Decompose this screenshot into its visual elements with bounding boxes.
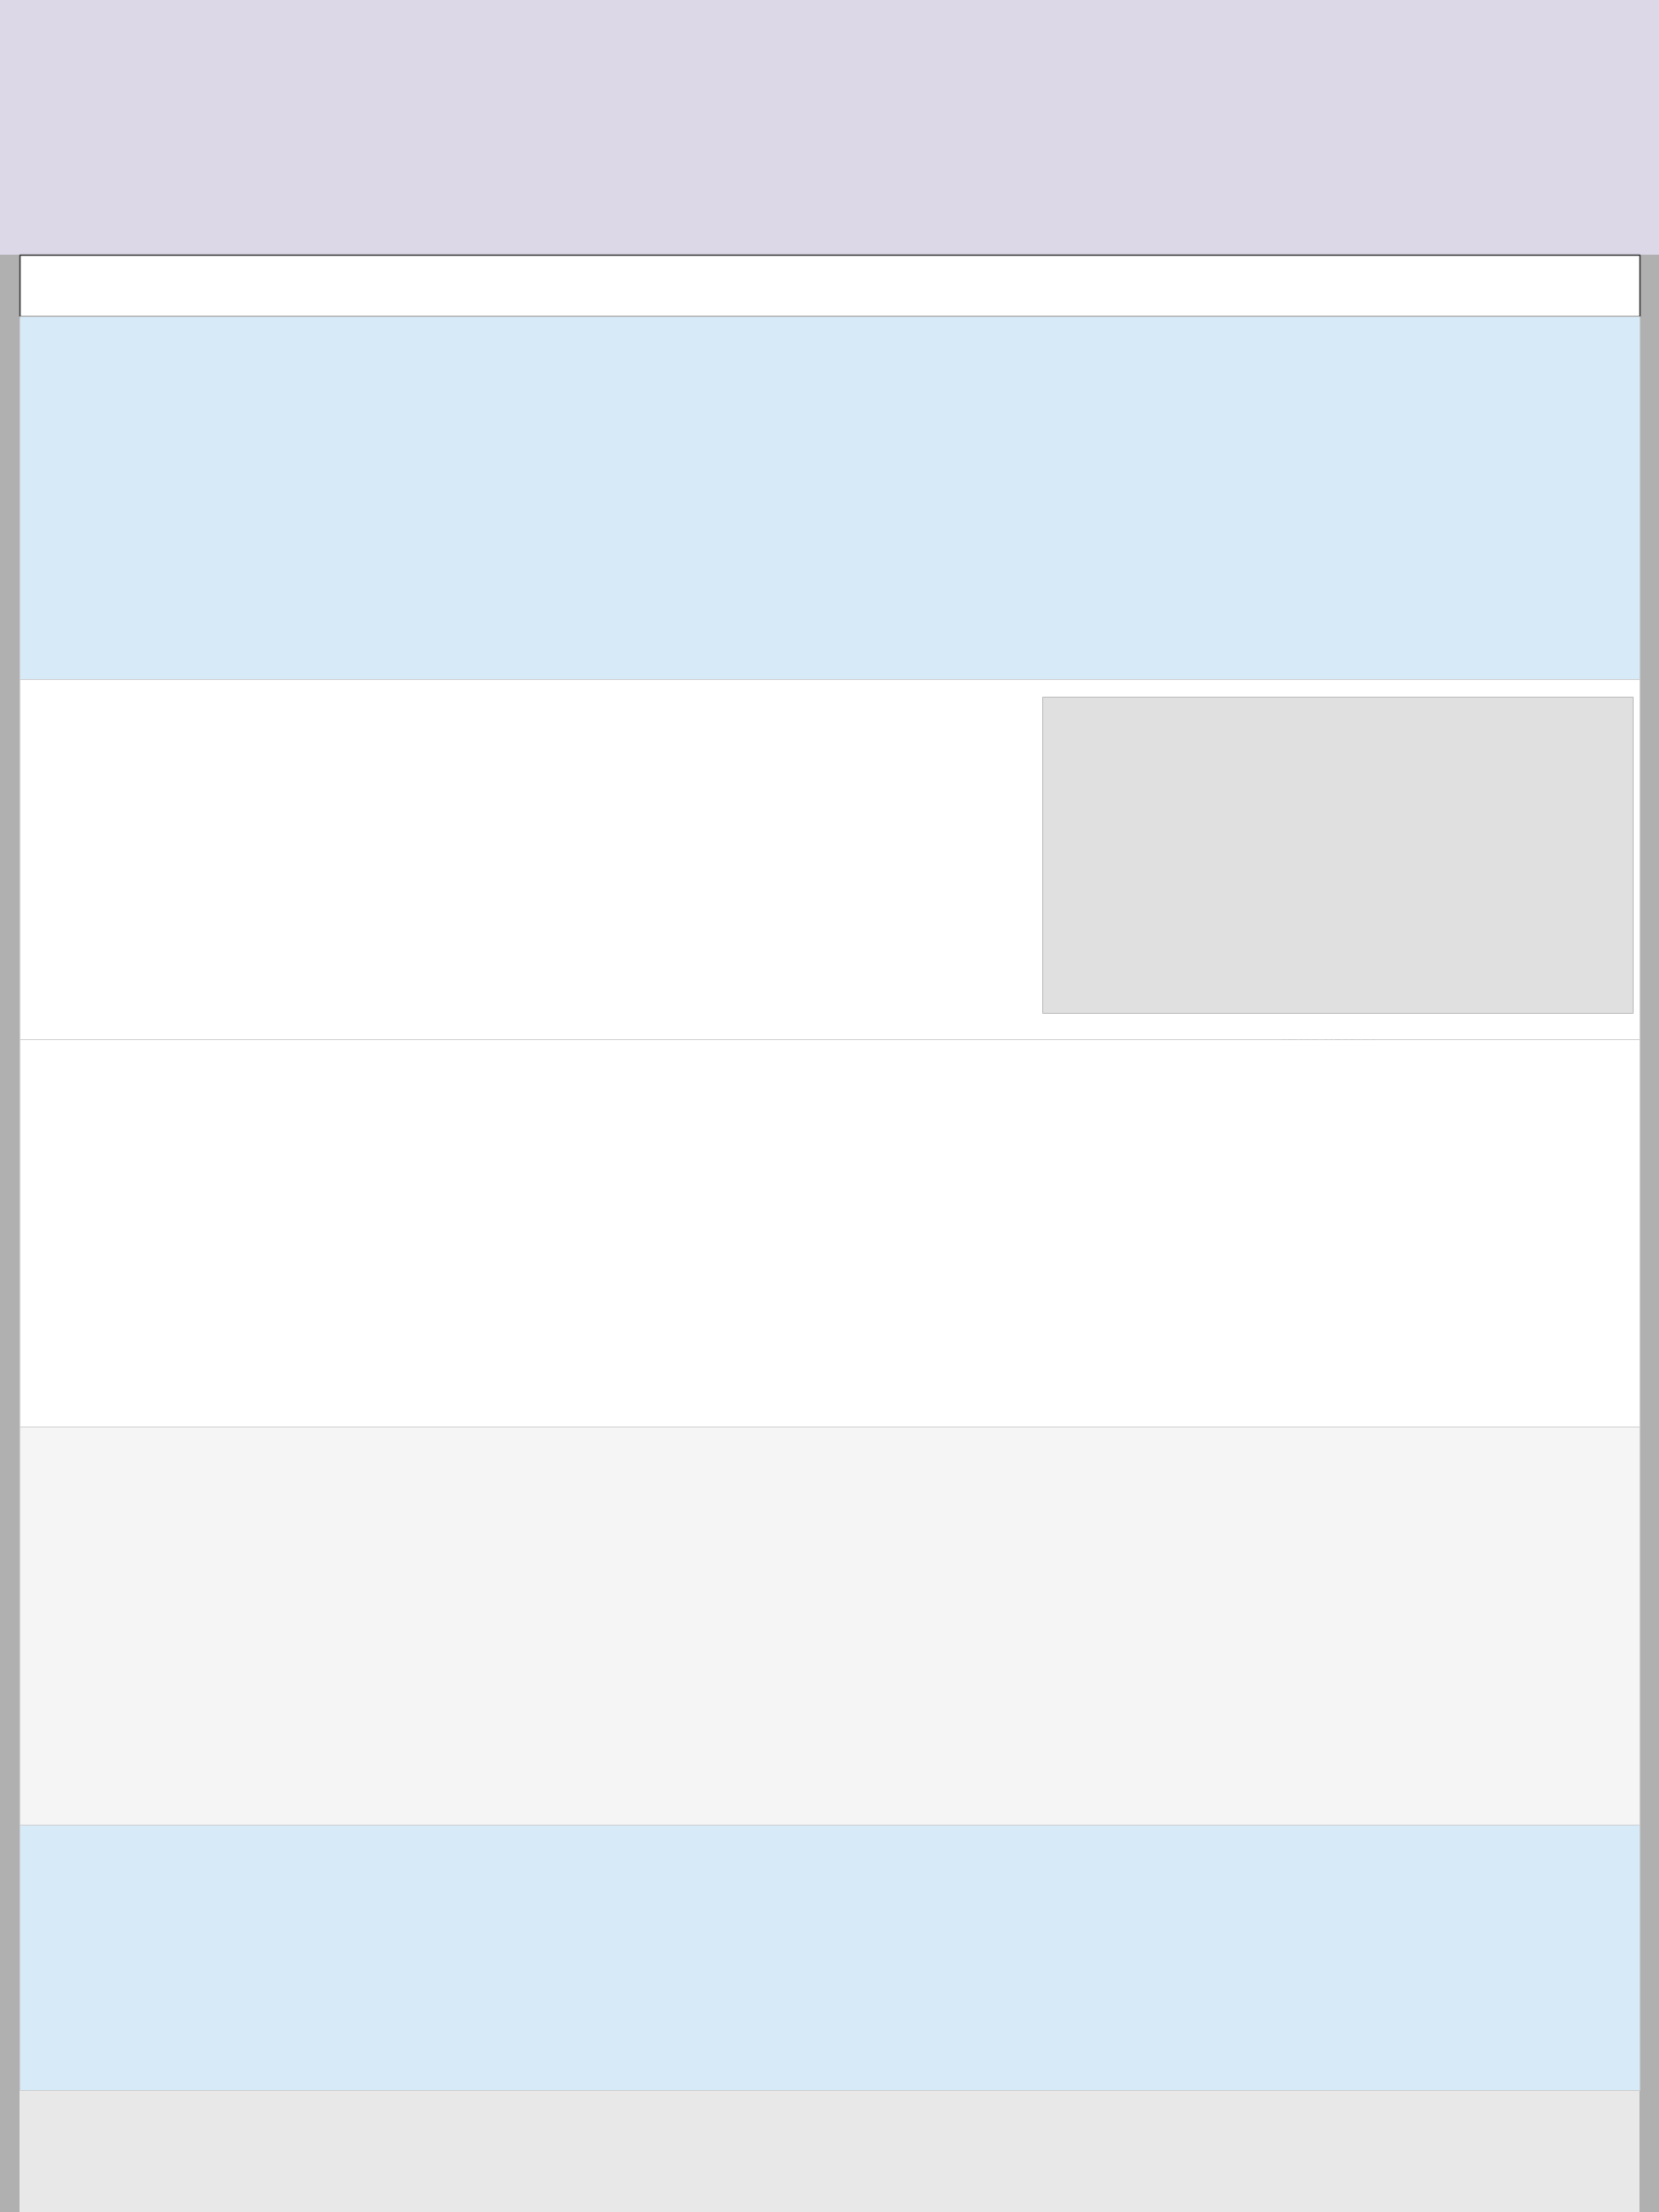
Text: Notre   étude est  rétrospective  allant  de  décembre  2019  à  janvier  2020  : Notre étude est rétrospective allant de … [36, 728, 607, 741]
Text: Introduction :: Introduction : [761, 325, 898, 343]
Wedge shape [496, 1489, 622, 1688]
Bar [164, 1639, 192, 1663]
Text: L’étude descriptive des 412 prélèvements se répartissent comme suit : 232 de fem: L’étude descriptive des 412 prélèvements… [469, 1084, 1190, 1097]
Text: ( Figure 2) L’étude descriptive des différents profils observés sont regroupés c: ( Figure 2) L’étude descriptive des diff… [554, 1316, 1105, 1329]
Wedge shape [496, 1442, 557, 1566]
Text: avec prudence pour ne pas méconnaître une  gammapathie monoclonale à IgA, ou une: avec prudence pour ne pas méconnaître un… [443, 1502, 1216, 1515]
Bar [750, 1444, 786, 1473]
Text: L’analyse des protéines sériques par électrophorèse est une analyse utile dans d: L’analyse des protéines sériques par éle… [484, 361, 1173, 374]
Text: énétique: énétique [1550, 170, 1576, 175]
Bar [1331, 1444, 1355, 1473]
Text: thérapeutique. C’est au biologiste d’accompagner chaque résultat d’un commentair: thérapeutique. C’est au biologiste d’acc… [453, 440, 1206, 453]
Wedge shape [496, 1455, 596, 1566]
Bar [81, 1533, 109, 1663]
Text: Boucenna N , Adjerid M, Habak N, Chikouche A. Laboratoire de biochimie-EHS CPMC : Boucenna N , Adjerid M, Habak N, Chikouc… [36, 279, 727, 292]
Bar [690, 1444, 715, 1473]
Text: Résultats et discussions:: Résultats et discussions: [707, 1048, 952, 1066]
Text: électrophorèses des protéines sériques.: électrophorèses des protéines sériques. [700, 639, 959, 653]
Text: (54,35%) profils qualitativement et quantitativement normaux, (31,31%) gammaglob: (54,35%) profils qualitativement et quan… [471, 1363, 1188, 1376]
Text: figure 6:profil
électrophorétique
montrant un syndrome
néphrotique: figure 6:profil électrophorétique montra… [1390, 1730, 1523, 1774]
Text: B: B [1533, 104, 1543, 117]
Text: L’interprétation des profils électrophorétiques reste difficile surtout dans les: L’interprétation des profils électrophor… [431, 1455, 1228, 1469]
Legend: Normaux, Monoclonale, Polyclonale, Hypo-
gamma, Neph.: Normaux, Monoclonale, Polyclonale, Hypo-… [599, 1544, 647, 1588]
Text: figure 4:présence d’un pic
d’allure monoclonale
migrant dans la zone des
gammagl: figure 4:présence d’un pic d’allure mono… [740, 1730, 893, 1774]
Bar [1427, 1444, 1611, 1473]
Circle shape [3, 13, 189, 261]
Circle shape [20, 35, 173, 239]
Text: M: M [1556, 137, 1566, 146]
Text: (Figure 1): (Figure 1) [36, 1004, 113, 1018]
Text: L’électrophorèse des protéines sériques est un examen de grand intérêt clinique : L’électrophorèse des protéines sériques … [408, 1871, 1251, 1885]
Circle shape [1486, 35, 1639, 239]
Text: V8: V8 [1301, 847, 1322, 860]
FancyBboxPatch shape [1067, 761, 1395, 960]
Text: énétique: énétique [83, 170, 109, 175]
Text: demandeurs : hôpital du jour  HDJH (41,75%), unité de la consultation de l’hémat: demandeurs : hôpital du jour HDJH (41,75… [448, 1130, 1211, 1144]
Text: de gammapathies monoclonales, d’autres indications sont plus subjectives dépenda: de gammapathies monoclonales, d’autres i… [406, 1933, 1253, 1947]
Text: (0,73%) ; Service de réanimation A REA (0,24%)..: (0,73%) ; Service de réanimation A REA (… [679, 1223, 980, 1237]
Text: Centre Pierre et Marie Curie. Après une étape de centrifugations nous avons proc: Centre Pierre et Marie Curie. Après une … [36, 838, 614, 852]
Text: monoclonales qui peuvent migrer dans la zone des alpha-2 nécessitant une confirm: monoclonales qui peuvent migrer dans la … [493, 1548, 1166, 1562]
X-axis label: [mm]: [mm] [1452, 1741, 1463, 1745]
Bar [786, 1444, 971, 1473]
Bar [123, 1624, 151, 1663]
Text: L’objectif  de notre travail est de regrouper l’ensemble des interprétations et : L’objectif de notre travail est de regro… [465, 560, 1194, 573]
Bar [1035, 1444, 1070, 1473]
Text: à  un  dosage  des  protéines  totales  (méthode  Biuret  automatisée)  et  une: à un dosage des protéines totales (métho… [36, 894, 566, 907]
Text: Figure 3: Les
résultats de
L’analyse
électrophorétique: Figure 3: Les résultats de L’analyse éle… [445, 1730, 547, 1774]
Bar [715, 1444, 750, 1473]
Bar [1304, 1444, 1331, 1473]
Bar [984, 1444, 1010, 1473]
Bar [247, 1661, 275, 1663]
Text: la nécessité d’un résumé clinique pour une meilleure interprétation et une meill: la nécessité d’un résumé clinique pour u… [463, 1995, 1196, 2008]
Circle shape [1470, 13, 1656, 261]
Text: Matériels et méthodes:: Matériels et méthodes: [466, 688, 695, 706]
FancyBboxPatch shape [1067, 949, 1395, 982]
Text: MARIE CURIE: MARIE CURIE [725, 181, 934, 208]
Text: figure 5:présence d’un
pic d’allure monoclonale
migrant dans la zone
béta: figure 5:présence d’un pic d’allure mono… [1065, 1730, 1208, 1774]
Bar [206, 1659, 234, 1663]
Text: prélèvements sanguins sur tube sec nous ont été parvenus des différents services: prélèvements sanguins sur tube sec nous … [36, 783, 617, 796]
Text: SA: SA [1526, 137, 1541, 146]
Wedge shape [370, 1440, 531, 1692]
Text: Conclusion :: Conclusion : [770, 1832, 889, 1849]
FancyBboxPatch shape [1085, 743, 1377, 779]
Text: gammagolubulinémies polyclonales ; (5,10%) hypo-gammaglobulinémie et (2,91%) syn: gammagolubulinémies polyclonales ; (5,10… [469, 1409, 1190, 1422]
Text: Figure 2:Les services
prescripteurs de
l’électrophorèse des
protéines sériques: Figure 2:Les services prescripteurs de l… [118, 1730, 241, 1774]
X-axis label: [mm]: [mm] [811, 1741, 823, 1745]
Bar [1355, 1444, 1390, 1473]
Text: B: B [66, 104, 76, 117]
Bar [1107, 1444, 1291, 1473]
Wedge shape [496, 1440, 519, 1566]
Text: LABORATOIRE DE BIOCHIMIE DU CENTRE DE PIERRE ET: LABORATOIRE DE BIOCHIMIE DU CENTRE DE PI… [393, 115, 1266, 142]
Text: électrophorétiques réalisés au niveau du laboratoire de biochimie afin de soulig: électrophorétiques réalisés au niveau du… [455, 599, 1204, 613]
Text: Figure 1: capillarys V8 E-
CLASS-HELENA: Figure 1: capillarys V8 E- CLASS-HELENA [1246, 1015, 1408, 1042]
X-axis label: [mm]: [mm] [1131, 1741, 1143, 1745]
Bar [1390, 1444, 1427, 1473]
Bar [1070, 1444, 1107, 1473]
Text: d’hématologie (9,22%) ; unité de prélèvement UDP (5,83%) ; service d’oncologie (: d’hématologie (9,22%) ; unité de prélève… [428, 1177, 1231, 1190]
Text: BILAN DES PROFILS ELECTROPHORETIQUES DANS LE: BILAN DES PROFILS ELECTROPHORETIQUES DAN… [408, 49, 1251, 75]
Text: G: G [1526, 168, 1535, 177]
Text: G: G [60, 168, 68, 177]
Text: iochimie: iochimie [83, 82, 109, 86]
Text: électrophorèse  capillaire  des  protéines  sériques  (Capillarys  V8  E-CLASS-H: électrophorèse capillaire des protéines … [36, 949, 619, 962]
Text: pathologiques pour orienter un diagnostic, préciser la gravité d’une maladie ou : pathologiques pour orienter un diagnosti… [491, 400, 1168, 414]
Text: iochimie: iochimie [1550, 82, 1576, 86]
Bar [1010, 1444, 1035, 1473]
Bar [664, 1444, 690, 1473]
Bar [40, 1482, 68, 1663]
Text: la meilleure exploitation par le clinicien.: la meilleure exploitation par le clinici… [698, 480, 961, 493]
Text: SA: SA [60, 137, 75, 146]
Text: M: M [90, 137, 100, 146]
